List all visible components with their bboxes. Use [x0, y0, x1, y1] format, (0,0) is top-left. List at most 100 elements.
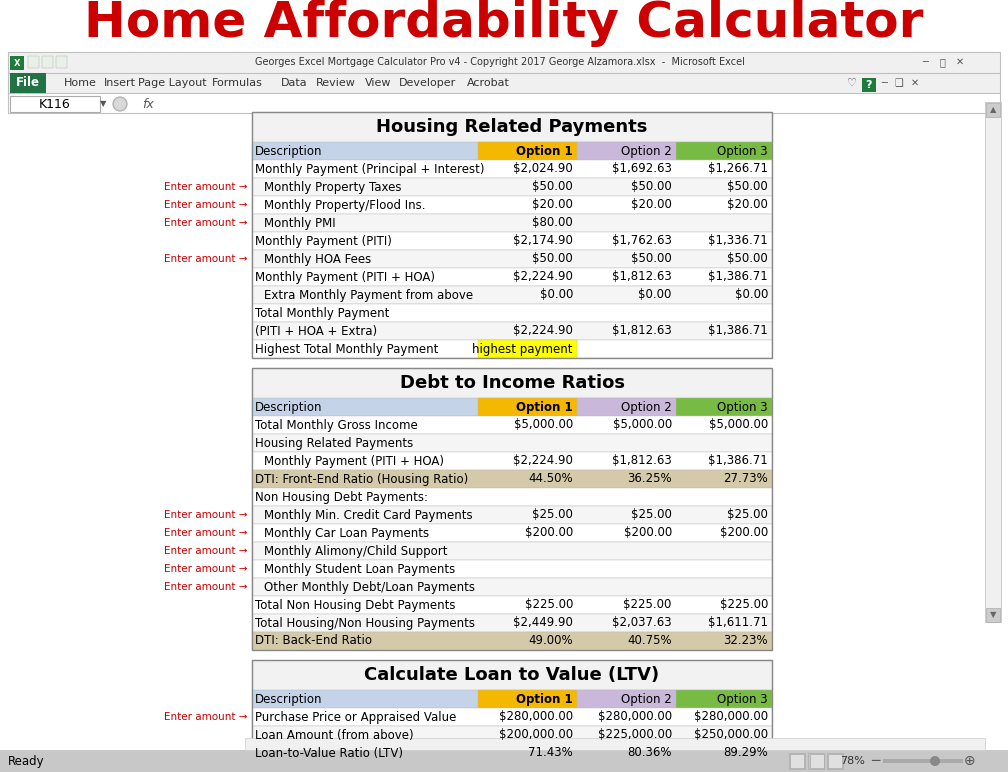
Text: ❑: ❑: [895, 78, 903, 88]
Text: Extra Monthly Payment from above: Extra Monthly Payment from above: [264, 289, 473, 302]
Text: Total Non Housing Debt Payments: Total Non Housing Debt Payments: [255, 598, 456, 611]
Text: Enter amount →: Enter amount →: [164, 218, 248, 228]
Bar: [986, 103, 1000, 117]
Text: Option 3: Option 3: [718, 144, 768, 157]
Bar: [252, 322, 772, 340]
Bar: [0, 750, 1008, 772]
Bar: [252, 542, 772, 560]
Text: Home Affordability Calculator: Home Affordability Calculator: [85, 0, 923, 47]
Bar: [252, 434, 772, 452]
Text: Monthly Property/Flood Ins.: Monthly Property/Flood Ins.: [264, 198, 425, 212]
Bar: [883, 759, 963, 763]
Bar: [252, 614, 772, 632]
Bar: [252, 506, 772, 524]
Text: $1,336.71: $1,336.71: [709, 235, 768, 248]
Bar: [252, 368, 772, 398]
Text: Debt to Income Ratios: Debt to Income Ratios: [399, 374, 625, 392]
Text: $25.00: $25.00: [532, 509, 573, 522]
Text: Enter amount →: Enter amount →: [164, 546, 248, 556]
Text: $225.00: $225.00: [524, 598, 573, 611]
Text: ─: ─: [922, 57, 928, 67]
Text: ✕: ✕: [911, 78, 919, 88]
Text: Enter amount →: Enter amount →: [164, 582, 248, 592]
Text: 89.29%: 89.29%: [724, 747, 768, 760]
Text: $250,000.00: $250,000.00: [694, 729, 768, 741]
Circle shape: [930, 756, 940, 766]
Text: Calculate Loan to Value (LTV): Calculate Loan to Value (LTV): [365, 666, 659, 684]
Text: 49.00%: 49.00%: [528, 635, 573, 648]
Text: Monthly Payment (PITI + HOA): Monthly Payment (PITI + HOA): [264, 455, 444, 468]
Text: ─: ─: [881, 78, 887, 88]
Bar: [810, 754, 824, 768]
Text: Insert: Insert: [104, 78, 136, 88]
Bar: [862, 78, 876, 92]
Text: Monthly Payment (PITI): Monthly Payment (PITI): [255, 235, 392, 248]
Text: K116: K116: [39, 97, 71, 110]
Text: (PITI + HOA + Extra): (PITI + HOA + Extra): [255, 324, 377, 337]
Text: Developer: Developer: [399, 78, 457, 88]
Text: $50.00: $50.00: [631, 252, 671, 266]
Bar: [478, 398, 577, 416]
Text: $0.00: $0.00: [638, 289, 671, 302]
Text: $2,024.90: $2,024.90: [513, 162, 573, 175]
Bar: [252, 196, 772, 214]
Text: Loan Amount (from above): Loan Amount (from above): [255, 729, 413, 741]
Bar: [252, 286, 772, 304]
Bar: [252, 488, 772, 506]
Text: $1,812.63: $1,812.63: [612, 270, 671, 283]
Text: Acrobat: Acrobat: [467, 78, 509, 88]
Bar: [252, 304, 772, 322]
Bar: [675, 398, 772, 416]
Text: $50.00: $50.00: [727, 252, 768, 266]
Bar: [986, 608, 1000, 622]
Bar: [252, 268, 772, 286]
Text: Page Layout: Page Layout: [138, 78, 207, 88]
Text: $1,611.71: $1,611.71: [708, 617, 768, 629]
Text: Housing Related Payments: Housing Related Payments: [376, 118, 648, 136]
Text: Ready: Ready: [8, 754, 44, 767]
Text: Home: Home: [64, 78, 97, 88]
Text: ▲: ▲: [990, 106, 996, 114]
Bar: [577, 142, 675, 160]
Text: Data: Data: [280, 78, 307, 88]
Text: $2,224.90: $2,224.90: [513, 324, 573, 337]
Text: $280,000.00: $280,000.00: [694, 710, 768, 723]
Text: Option 2: Option 2: [621, 401, 671, 414]
Text: Loan-to-Value Ratio (LTV): Loan-to-Value Ratio (LTV): [255, 747, 403, 760]
Bar: [252, 690, 772, 708]
Text: Monthly PMI: Monthly PMI: [264, 216, 336, 229]
Text: Enter amount →: Enter amount →: [164, 564, 248, 574]
Text: Enter amount →: Enter amount →: [164, 528, 248, 538]
Text: Purchase Price or Appraised Value: Purchase Price or Appraised Value: [255, 710, 457, 723]
Bar: [252, 596, 772, 614]
Text: Total Monthly Gross Income: Total Monthly Gross Income: [255, 418, 417, 432]
Text: $280,000.00: $280,000.00: [598, 710, 671, 723]
Text: Option 3: Option 3: [718, 692, 768, 706]
Text: Enter amount →: Enter amount →: [164, 182, 248, 192]
Text: $1,386.71: $1,386.71: [709, 324, 768, 337]
Text: $2,224.90: $2,224.90: [513, 455, 573, 468]
Bar: [252, 632, 772, 650]
Text: Total Monthly Payment: Total Monthly Payment: [255, 306, 389, 320]
Text: Option 1: Option 1: [516, 144, 573, 157]
Text: $200,000.00: $200,000.00: [499, 729, 573, 741]
Text: Review: Review: [317, 78, 356, 88]
Bar: [478, 340, 577, 358]
Text: 36.25%: 36.25%: [627, 472, 671, 486]
Text: $225,000.00: $225,000.00: [598, 729, 671, 741]
Text: ▼: ▼: [100, 100, 106, 109]
Bar: [252, 452, 772, 470]
Text: Monthly Payment (PITI + HOA): Monthly Payment (PITI + HOA): [255, 270, 435, 283]
Bar: [252, 708, 772, 726]
Text: Enter amount →: Enter amount →: [164, 254, 248, 264]
Text: Total Housing/Non Housing Payments: Total Housing/Non Housing Payments: [255, 617, 475, 629]
Bar: [675, 690, 772, 708]
Text: File: File: [16, 76, 40, 90]
Text: Highest Total Monthly Payment: Highest Total Monthly Payment: [255, 343, 438, 355]
Text: $5,000.00: $5,000.00: [613, 418, 671, 432]
Text: 32.23%: 32.23%: [724, 635, 768, 648]
Bar: [252, 112, 772, 358]
Text: $1,812.63: $1,812.63: [612, 324, 671, 337]
Text: $50.00: $50.00: [532, 181, 573, 194]
Bar: [56, 56, 67, 68]
